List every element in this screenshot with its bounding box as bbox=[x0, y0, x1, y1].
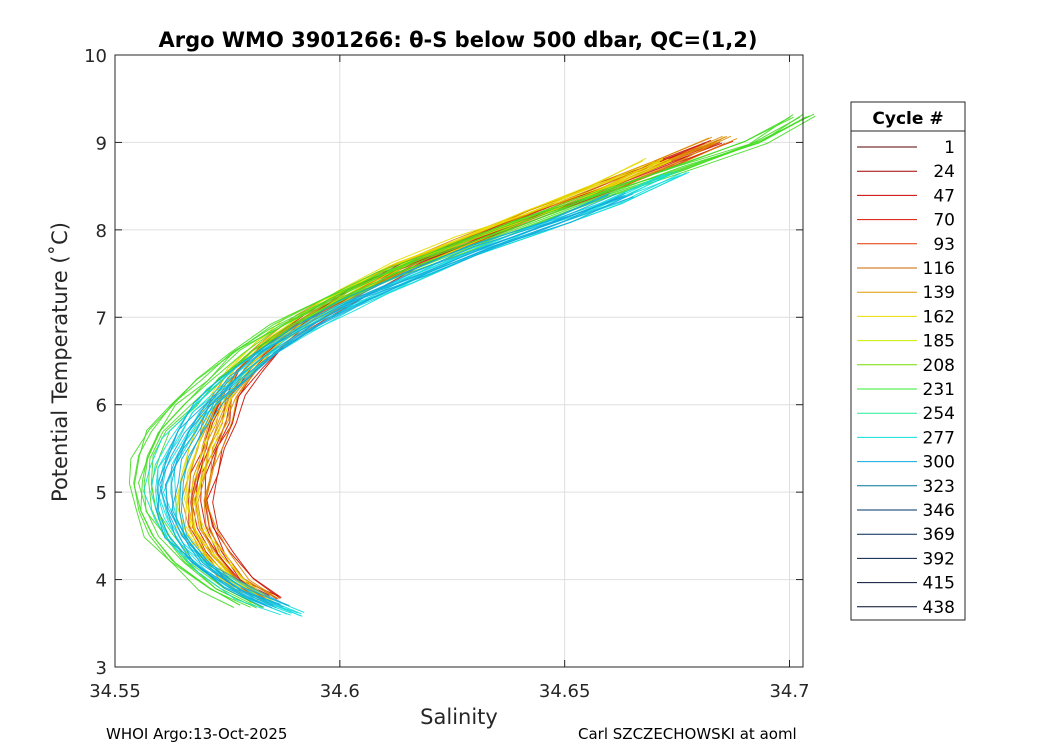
series-trace bbox=[192, 160, 672, 603]
legend-label: 208 bbox=[923, 356, 955, 376]
legend-title: Cycle # bbox=[872, 109, 943, 129]
legend-label: 323 bbox=[923, 477, 955, 497]
footer-author: Carl SZCZECHOWSKI at aoml bbox=[578, 725, 797, 743]
y-tick-label: 7 bbox=[96, 308, 107, 329]
legend-label: 162 bbox=[923, 307, 955, 327]
legend-label: 24 bbox=[933, 162, 955, 182]
legend-label: 70 bbox=[933, 211, 955, 231]
y-tick-label: 4 bbox=[96, 571, 107, 592]
axis-ticks: 34.55 34.6 34.65 34.7 3 4 5 6 7 8 9 10 bbox=[84, 46, 809, 702]
series-trace bbox=[138, 116, 807, 605]
plot-frame bbox=[114, 54, 804, 668]
legend-label: 47 bbox=[933, 186, 955, 206]
series-5 bbox=[156, 192, 634, 609]
legend-label: 1 bbox=[944, 138, 955, 158]
legend-label: 254 bbox=[923, 404, 955, 424]
legend-label: 415 bbox=[923, 574, 955, 594]
series-trace bbox=[191, 144, 709, 596]
footer-credit-date: WHOI Argo:13-Oct-2025 bbox=[106, 725, 288, 743]
legend-label: 392 bbox=[923, 549, 955, 569]
series-trace bbox=[151, 115, 816, 609]
x-tick-label: 34.65 bbox=[539, 681, 591, 702]
y-tick-label: 10 bbox=[84, 46, 107, 67]
y-tick-label: 6 bbox=[96, 396, 107, 417]
data-series bbox=[128, 113, 816, 617]
legend-label: 231 bbox=[923, 380, 955, 400]
legend-label: 139 bbox=[923, 283, 955, 303]
legend-label: 369 bbox=[923, 525, 955, 545]
y-tick-label: 3 bbox=[96, 658, 107, 679]
legend-label: 438 bbox=[923, 598, 955, 618]
y-tick-label: 8 bbox=[96, 221, 107, 242]
chart-title: Argo WMO 3901266: θ-S below 500 dbar, QC… bbox=[159, 28, 758, 52]
series-trace bbox=[156, 192, 611, 608]
series-trace bbox=[192, 139, 719, 600]
y-axis-label: Potential Temperature (˚C) bbox=[48, 222, 72, 502]
x-tick-label: 34.6 bbox=[320, 681, 360, 702]
x-axis-label: Salinity bbox=[420, 705, 498, 729]
legend-box bbox=[850, 101, 966, 621]
y-tick-label: 5 bbox=[96, 483, 107, 504]
plot-area: 34.55 34.6 34.65 34.7 3 4 5 6 7 8 9 10 bbox=[84, 46, 816, 702]
x-tick-label: 34.55 bbox=[89, 681, 141, 702]
y-tick-label: 9 bbox=[96, 133, 107, 154]
series-trace bbox=[133, 116, 791, 606]
x-tick-label: 34.7 bbox=[769, 681, 809, 702]
series-trace bbox=[180, 193, 634, 606]
series-trace bbox=[171, 192, 626, 608]
series-trace bbox=[128, 116, 794, 608]
series-trace bbox=[165, 195, 623, 609]
legend-label: 185 bbox=[923, 332, 955, 352]
legend-label: 116 bbox=[923, 259, 955, 279]
legend-label: 346 bbox=[923, 501, 955, 521]
legend: Cycle #1 24 47 70 93 116 139 162 185 208 231 254 277… bbox=[850, 101, 966, 621]
legend-label: 300 bbox=[923, 453, 955, 473]
legend-label: 93 bbox=[933, 235, 955, 255]
legend-label: 277 bbox=[923, 428, 955, 448]
